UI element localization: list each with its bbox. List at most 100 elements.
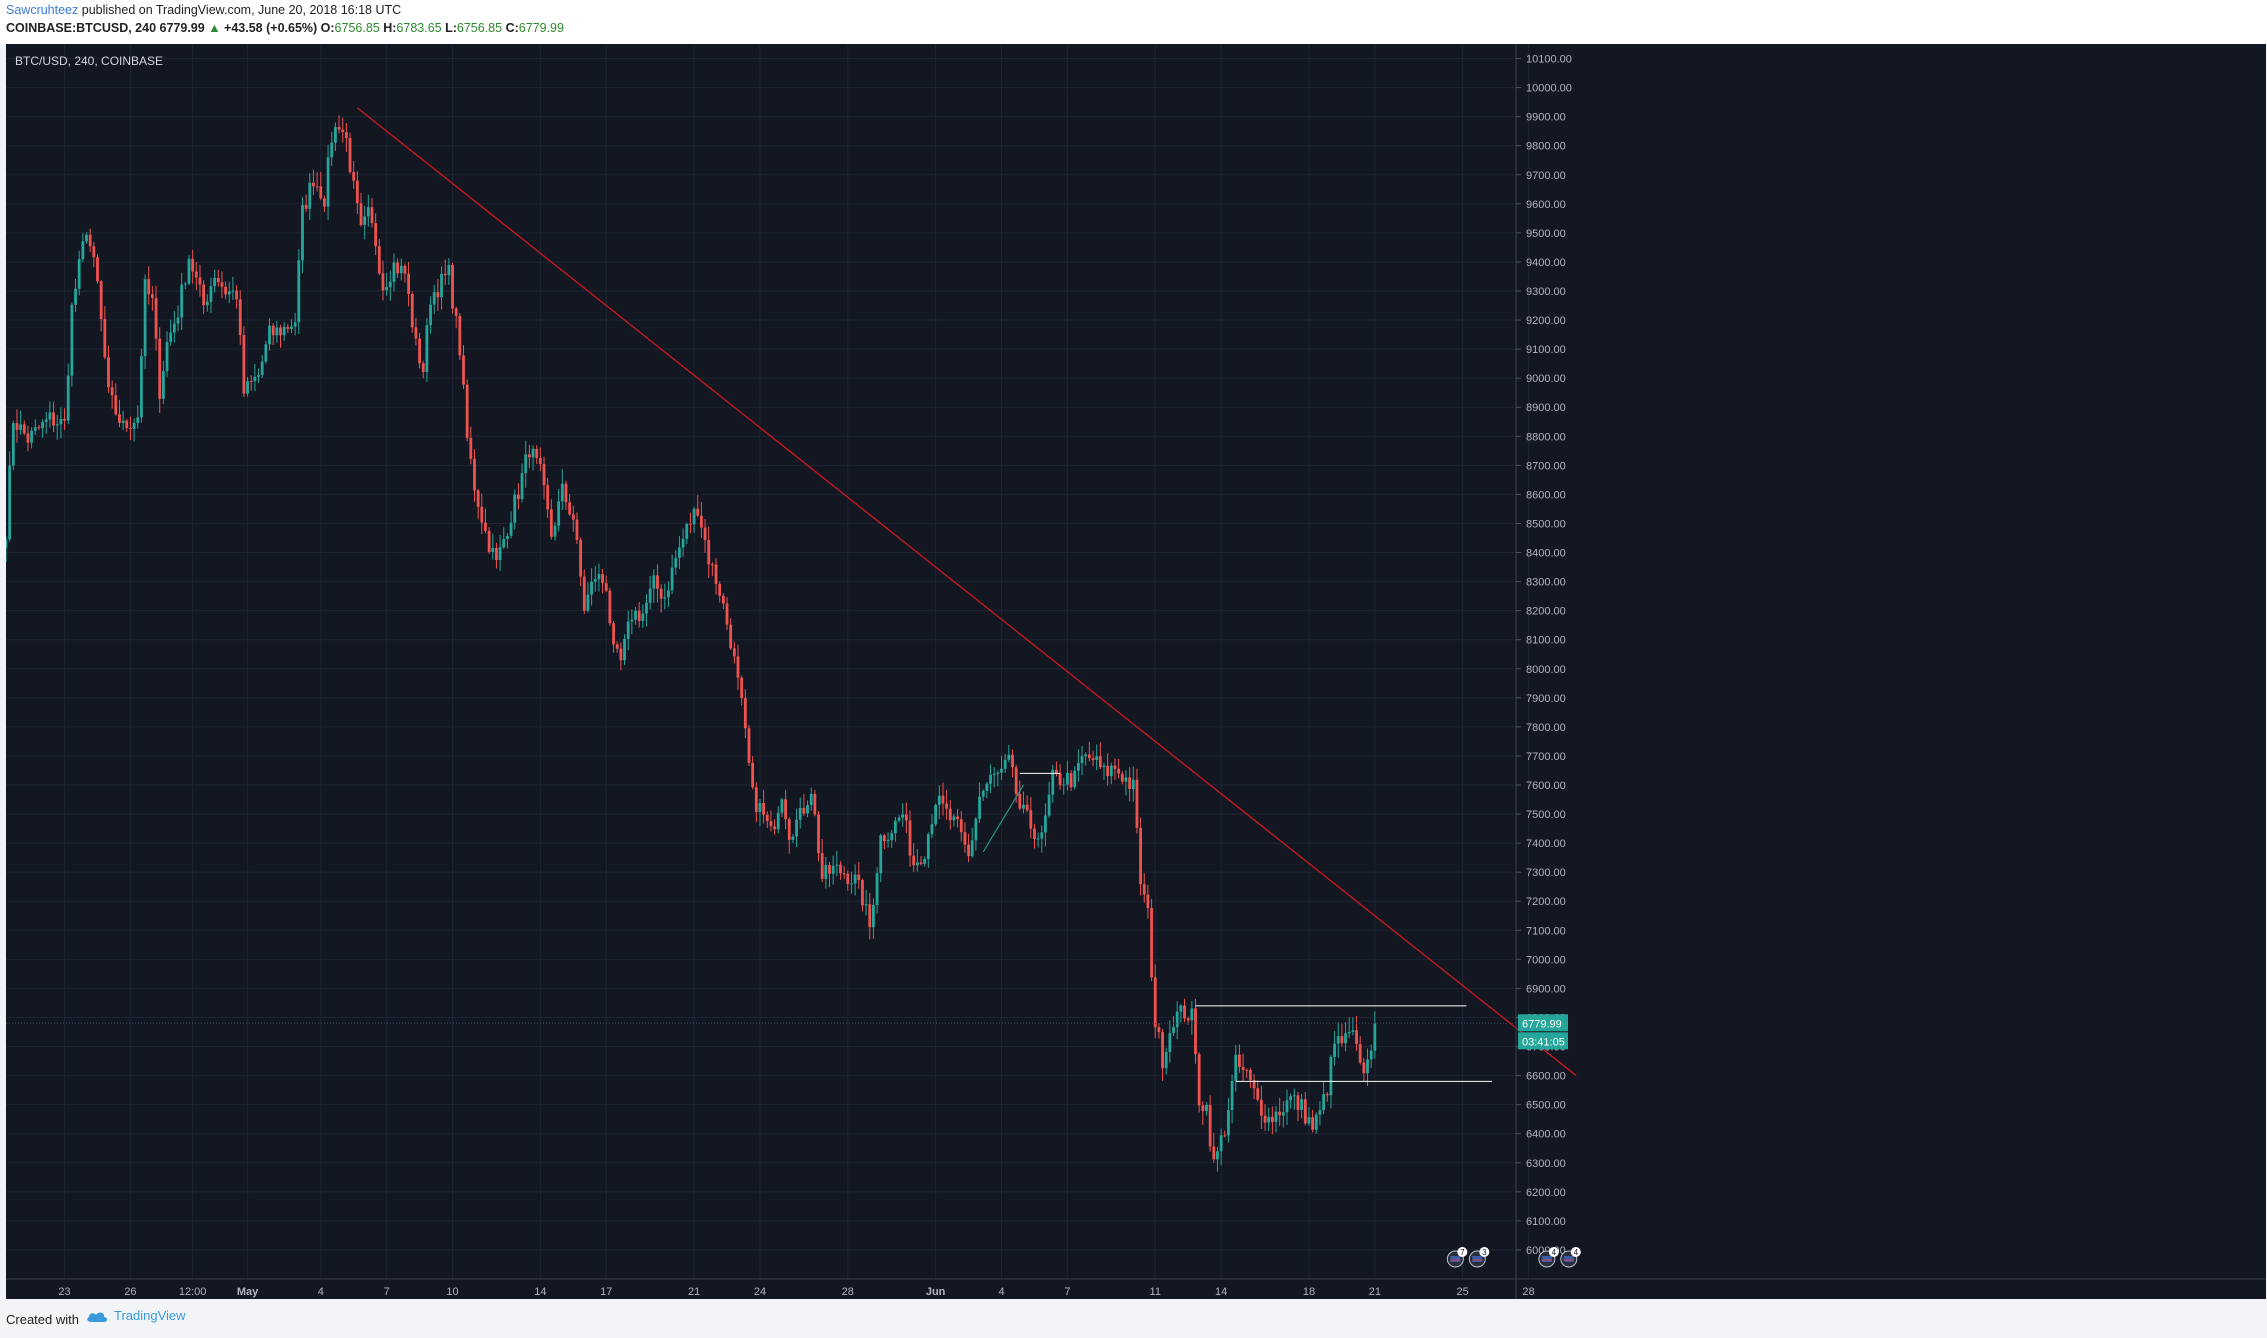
candle-body <box>1000 768 1003 773</box>
candle-body <box>326 157 330 207</box>
candle <box>795 808 798 848</box>
price-chart[interactable]: BTC/USD, 240, COINBASE 10100.00 10000.00 99… <box>6 44 2266 1299</box>
candle-body <box>608 590 612 624</box>
candle-body <box>81 241 85 260</box>
candle <box>1234 1045 1238 1092</box>
candle <box>1369 1044 1373 1069</box>
candle <box>301 196 304 274</box>
candle <box>1157 1023 1161 1039</box>
candle <box>374 213 378 256</box>
candle <box>436 278 440 312</box>
candle-body <box>1259 1099 1263 1116</box>
candle <box>469 426 473 465</box>
candle-body <box>421 363 425 373</box>
candle <box>959 811 963 842</box>
candle <box>359 192 363 227</box>
candle <box>747 725 751 766</box>
candle-body <box>919 862 923 864</box>
candle <box>945 789 949 820</box>
candle <box>176 305 180 332</box>
candle-body <box>1080 756 1084 763</box>
event-count: 4 <box>1574 1248 1579 1257</box>
candle-body <box>582 576 586 611</box>
candle <box>846 870 850 891</box>
candle-body <box>886 840 890 842</box>
candle-body <box>454 308 458 316</box>
candle <box>44 411 48 434</box>
candle <box>1314 1112 1318 1134</box>
time-tick-label: 11 <box>1150 1286 1161 1298</box>
candle <box>63 408 66 430</box>
candle-body <box>1362 1062 1366 1074</box>
candle <box>535 445 539 464</box>
candle <box>1084 752 1088 766</box>
candle-body <box>542 464 546 486</box>
candle <box>784 789 787 830</box>
candle <box>231 276 235 301</box>
candle-body <box>1062 784 1066 786</box>
candle-body <box>1036 838 1040 840</box>
chart-title: BTC/USD, 240, COINBASE <box>15 54 163 68</box>
candle <box>828 861 831 888</box>
candle <box>480 493 484 535</box>
candle <box>304 194 308 212</box>
candle-body <box>1091 758 1095 761</box>
candle <box>571 505 575 532</box>
candle-body <box>798 807 802 820</box>
symbol-label: COINBASE:BTCUSD, 240 <box>6 21 157 35</box>
time-tick-label: 25 <box>1457 1286 1469 1298</box>
candle-body <box>154 297 158 339</box>
candle-body <box>575 519 579 540</box>
candle-body <box>813 793 817 815</box>
candle-body <box>1278 1111 1282 1116</box>
candle-body <box>714 564 718 584</box>
candle <box>1296 1091 1300 1122</box>
candle <box>1197 1052 1201 1113</box>
candle <box>154 285 158 351</box>
candle-body <box>1069 773 1073 788</box>
candle-body <box>260 361 264 375</box>
candle-body <box>502 539 506 548</box>
candle <box>729 618 733 650</box>
candle <box>385 272 389 296</box>
candle <box>194 261 198 291</box>
price-tick-label: 9000.00 <box>1526 373 1566 385</box>
current-price-tag <box>1518 1014 1568 1032</box>
chart-panel[interactable]: BTC/USD, 240, COINBASE 10100.00 10000.00 99… <box>6 44 2266 1299</box>
candle-body <box>407 273 410 294</box>
candle-body <box>802 807 806 814</box>
candle-body <box>828 865 831 874</box>
candle <box>1146 884 1150 919</box>
candle <box>429 296 432 334</box>
candle-body <box>520 473 524 500</box>
candle-body <box>1281 1112 1285 1116</box>
candle-body <box>1311 1117 1315 1130</box>
candle <box>626 610 630 651</box>
candle <box>1194 999 1197 1064</box>
candle-body <box>846 873 850 885</box>
tradingview-logo[interactable]: TradingView <box>86 1308 186 1323</box>
candle-body <box>1289 1096 1293 1101</box>
candle <box>107 345 110 393</box>
candle-body <box>132 422 136 429</box>
candle-body <box>1296 1095 1300 1110</box>
candle-body <box>1373 1023 1377 1051</box>
candle <box>1022 791 1025 814</box>
candle <box>564 480 568 511</box>
candle-body <box>213 277 217 287</box>
candle-body <box>235 290 238 300</box>
candle <box>700 501 703 538</box>
candle <box>348 132 352 174</box>
author-link[interactable]: Sawcruhteez <box>6 3 79 17</box>
candle-body <box>809 793 813 806</box>
candle-body <box>249 380 253 382</box>
candle <box>1007 744 1011 763</box>
candle <box>509 511 513 539</box>
candle-body <box>436 292 440 298</box>
candle-body <box>48 412 52 420</box>
event-count-badge <box>1457 1247 1468 1257</box>
candle-body <box>630 619 634 622</box>
candle-body <box>626 621 630 639</box>
open-label: O: <box>320 21 335 35</box>
price-tick-label: 9600.00 <box>1526 199 1566 211</box>
